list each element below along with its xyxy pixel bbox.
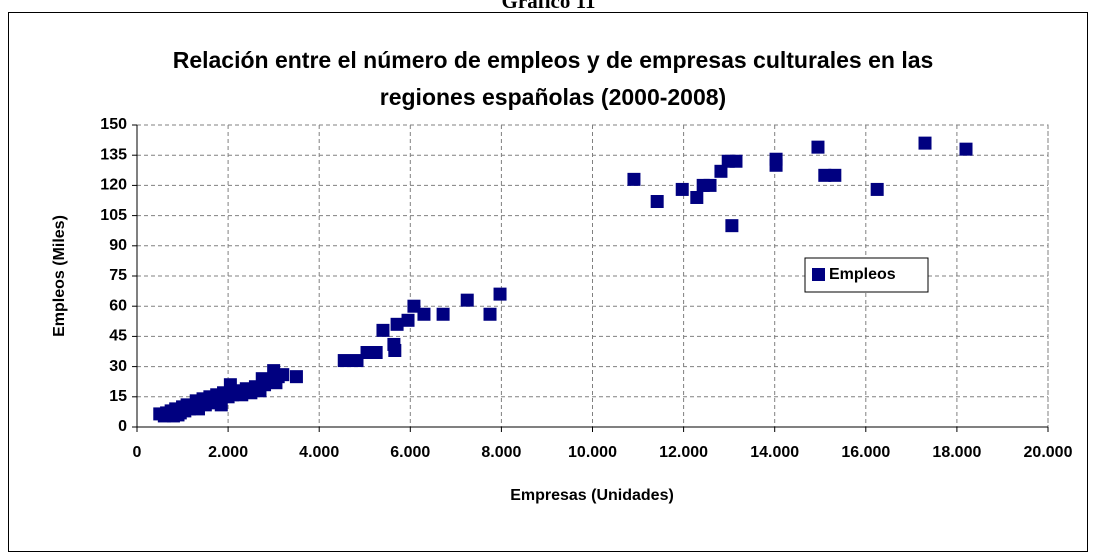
marker <box>675 182 689 196</box>
marker <box>918 136 932 150</box>
marker <box>401 313 415 327</box>
marker <box>811 140 825 154</box>
marker <box>276 368 290 382</box>
marker <box>369 346 383 360</box>
marker <box>650 195 664 209</box>
marker <box>350 354 364 368</box>
marker <box>769 152 783 166</box>
marker <box>289 370 303 384</box>
x-tick-label: 14.000 <box>750 444 799 461</box>
marker <box>959 142 973 156</box>
marker <box>407 299 421 313</box>
marker <box>483 307 497 321</box>
x-tick-label: 2.000 <box>208 444 248 461</box>
marker <box>337 354 351 368</box>
x-tick-label: 18.000 <box>932 444 981 461</box>
marker <box>627 172 641 186</box>
legend-swatch <box>812 268 825 281</box>
x-tick-label: 0 <box>133 444 142 461</box>
legend-box <box>804 257 929 293</box>
y-tick-label: 30 <box>109 358 127 375</box>
y-axis-label: Empleos (Miles) <box>51 215 68 337</box>
y-tick-label: 15 <box>109 388 127 405</box>
marker <box>870 182 884 196</box>
y-tick-label: 120 <box>100 177 127 194</box>
marker <box>460 293 474 307</box>
y-tick-label: 105 <box>100 207 127 224</box>
marker <box>725 219 739 233</box>
marker <box>690 190 704 204</box>
y-tick-label: 45 <box>109 328 127 345</box>
x-tick-label: 6.000 <box>390 444 430 461</box>
marker <box>703 178 717 192</box>
x-tick-label: 16.000 <box>841 444 890 461</box>
marker <box>390 317 404 331</box>
y-tick-label: 135 <box>100 146 127 163</box>
marker <box>729 154 743 168</box>
marker <box>493 287 507 301</box>
y-tick-label: 150 <box>100 116 127 133</box>
figure-heading: Gráfico 11 <box>501 0 596 13</box>
x-tick-label: 10.000 <box>568 444 617 461</box>
marker <box>376 323 390 337</box>
marker <box>828 168 842 182</box>
x-axis-label: Empresas (Unidades) <box>510 487 674 504</box>
x-tick-label: 20.000 <box>1024 444 1073 461</box>
y-tick-label: 75 <box>109 267 127 284</box>
x-tick-label: 4.000 <box>299 444 339 461</box>
chart-title: Relación entre el número de empleos y de… <box>172 47 934 110</box>
y-tick-label: 0 <box>118 418 127 435</box>
y-tick-label: 60 <box>109 297 127 314</box>
marker <box>818 168 832 182</box>
legend-label: Empleos <box>829 266 896 283</box>
y-tick-label: 90 <box>109 237 127 254</box>
marker <box>417 307 431 321</box>
x-tick-label: 12.000 <box>659 444 708 461</box>
marker <box>388 343 402 357</box>
marker <box>436 307 450 321</box>
marker <box>714 164 728 178</box>
x-tick-label: 8.000 <box>481 444 521 461</box>
